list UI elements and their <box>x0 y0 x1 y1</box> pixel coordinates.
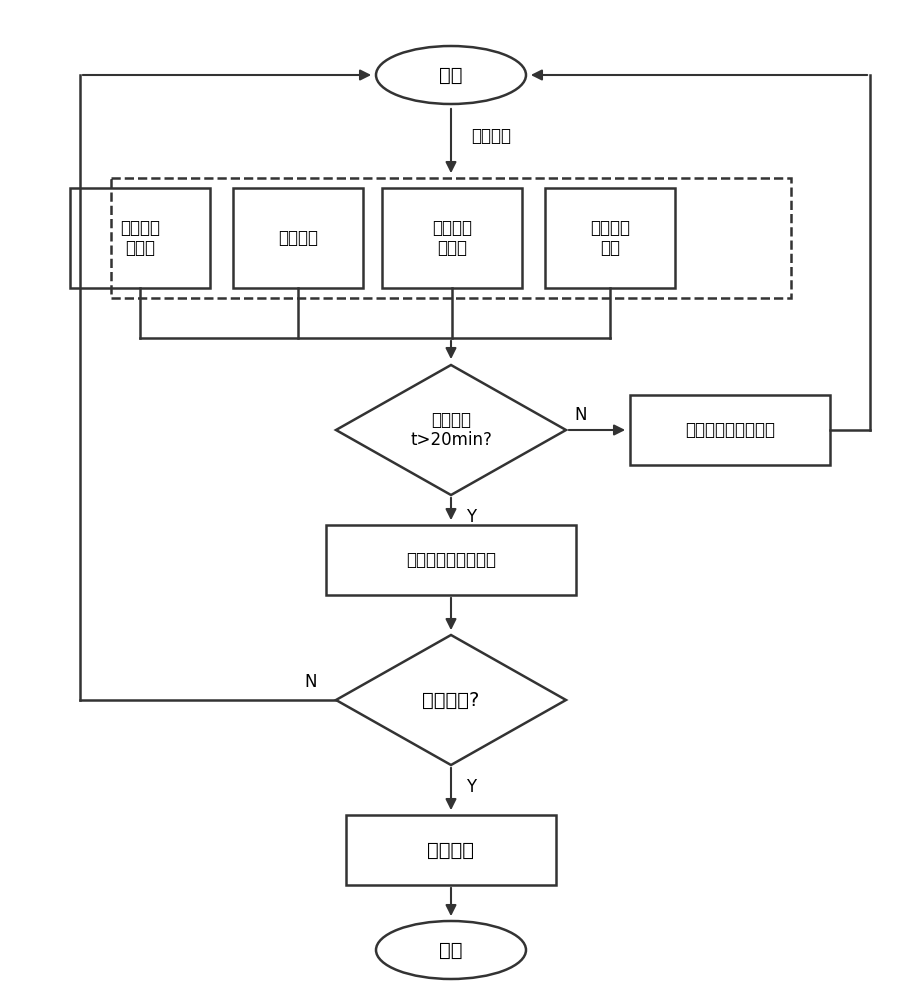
Bar <box>630 395 830 465</box>
Text: 开始: 开始 <box>439 66 463 85</box>
Text: 显著差异?: 显著差异? <box>422 690 480 710</box>
Text: 驾驶时间
t>20min?: 驾驶时间 t>20min? <box>410 411 492 449</box>
Bar <box>111 178 791 298</box>
Bar <box>545 188 675 288</box>
Text: 方向盘转
角数据: 方向盘转 角数据 <box>120 219 160 257</box>
Text: 方向盘压
力数据: 方向盘压 力数据 <box>432 219 472 257</box>
Bar <box>70 188 210 288</box>
Text: 眼动特征
数据: 眼动特征 数据 <box>590 219 630 257</box>
Bar <box>233 188 363 288</box>
Text: N: N <box>575 406 587 424</box>
Text: 搭建自适应检测模型: 搭建自适应检测模型 <box>685 421 775 439</box>
Text: 结束: 结束 <box>439 940 463 960</box>
Bar <box>326 525 576 595</box>
Bar <box>382 188 522 288</box>
Text: Y: Y <box>466 508 476 526</box>
Text: N: N <box>305 673 318 691</box>
Text: 安全预警: 安全预警 <box>428 840 474 859</box>
Bar <box>346 815 556 885</box>
Text: 获取数据: 获取数据 <box>471 127 511 145</box>
Text: 对比自适应检测模型: 对比自适应检测模型 <box>406 551 496 569</box>
Text: Y: Y <box>466 778 476 796</box>
Text: 车速数据: 车速数据 <box>278 229 318 247</box>
